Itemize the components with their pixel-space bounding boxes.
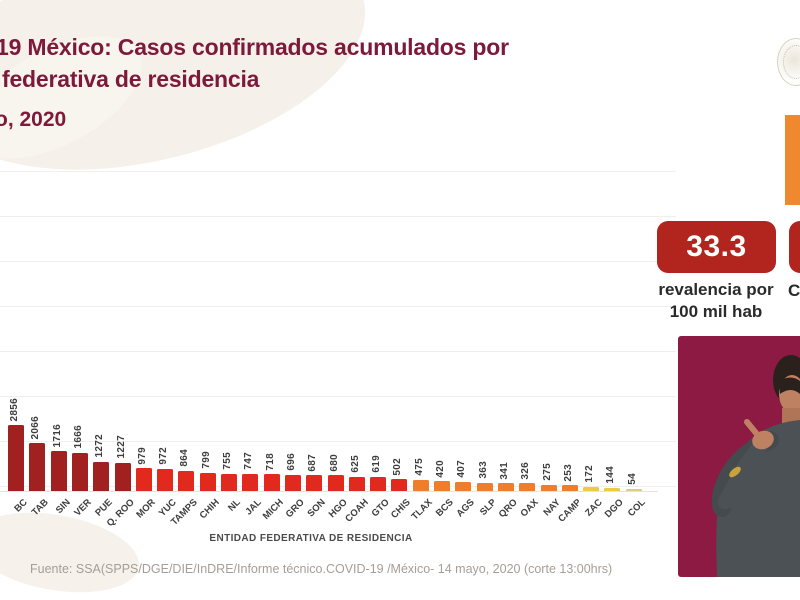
bar [583, 487, 600, 491]
bar-value-label: 1666 [72, 425, 84, 449]
bar-value-label: 54 [626, 473, 638, 485]
bar [561, 485, 578, 491]
bar-value-label: 799 [200, 450, 212, 469]
gridline [0, 171, 676, 172]
page-title-line1: 19 México: Casos confirmados acumulados … [0, 34, 509, 60]
prevalence-value-box: 33.3 [657, 221, 776, 273]
bar [370, 476, 387, 491]
bar [135, 468, 152, 491]
prevalence-label-line1: revalencia por [658, 280, 774, 299]
bar-value-label: 972 [158, 446, 170, 465]
page-title-line2: federativa de residencia [2, 66, 260, 92]
bar-value-label: 696 [285, 453, 297, 471]
prevalence-label-line2: 100 mil hab [669, 302, 763, 321]
bar-value-label: 687 [307, 453, 319, 472]
bar [284, 474, 301, 491]
gridline [0, 351, 676, 352]
bar-value-label: 475 [413, 458, 425, 477]
bar-value-label: 1227 [115, 435, 127, 459]
bar [8, 425, 24, 491]
bar-value-label: 864 [179, 449, 191, 468]
sign-language-interpreter [711, 355, 800, 577]
bar [327, 475, 344, 491]
bar-value-label: 420 [435, 459, 446, 478]
bar [540, 484, 557, 491]
bar [604, 487, 621, 491]
prevalence-value: 33.3 [686, 230, 747, 263]
bar-value-label: 407 [456, 460, 468, 478]
gridline [0, 306, 676, 307]
bar-value-label: 979 [136, 446, 148, 465]
x-axis-title: ENTIDAD FEDERATIVA DE RESIDENCIA [209, 533, 413, 544]
bar-value-label: 502 [392, 457, 404, 476]
bar [625, 489, 642, 491]
bar [71, 452, 88, 491]
bar [93, 461, 110, 491]
bar-value-label: 275 [541, 463, 553, 481]
bar [157, 468, 174, 491]
source-note: Fuente: SSA(SPPS/DGE/DIE/InDRE/Informe t… [30, 562, 613, 576]
government-seal-icon [777, 38, 800, 86]
bar [50, 451, 67, 491]
bar [391, 479, 408, 491]
bar [221, 473, 237, 491]
bar-value-label: 2856 [9, 397, 20, 421]
interpreter-panel [678, 336, 800, 577]
bar-value-label: 363 [477, 461, 489, 479]
x-axis-baseline [0, 491, 658, 492]
bar [455, 481, 472, 491]
bar [476, 482, 493, 491]
bar [434, 481, 450, 491]
bar [263, 474, 280, 491]
bar-value-label: 2066 [30, 415, 42, 440]
secondary-stat-box-partial [789, 221, 800, 273]
bar [199, 472, 216, 491]
bar [412, 480, 429, 491]
bar [29, 443, 46, 491]
bar-value-label: 625 [349, 454, 361, 473]
gridline [0, 396, 676, 397]
bar-value-label: 718 [264, 452, 276, 471]
accent-bar [785, 115, 800, 205]
bar [178, 471, 195, 491]
bar-value-label: 144 [605, 466, 617, 484]
bar-value-label: 755 [222, 451, 233, 470]
gridline [0, 261, 676, 262]
bar [497, 483, 514, 491]
bar-value-label: 680 [328, 453, 340, 472]
bar-value-label: 341 [498, 461, 510, 480]
gridline [0, 216, 676, 217]
bar-value-label: 1716 [51, 423, 63, 448]
bar [114, 462, 131, 491]
bar-value-label: 172 [584, 465, 596, 484]
prevalence-label: revalencia por 100 mil hab [640, 279, 792, 323]
date-label: o, 2020 [0, 108, 67, 131]
bar-value-label: 253 [562, 463, 574, 482]
bar-value-label: 1272 [94, 434, 106, 458]
bar-value-label: 326 [520, 461, 532, 480]
bar [519, 483, 536, 491]
gridline [0, 441, 676, 442]
bar [306, 475, 323, 491]
bar-value-label: 747 [243, 452, 255, 470]
bar [348, 476, 365, 491]
bar-value-label: 619 [371, 455, 383, 473]
seal-detail [783, 45, 800, 79]
secondary-stat-label-partial: C [788, 281, 800, 300]
bar [242, 473, 259, 491]
